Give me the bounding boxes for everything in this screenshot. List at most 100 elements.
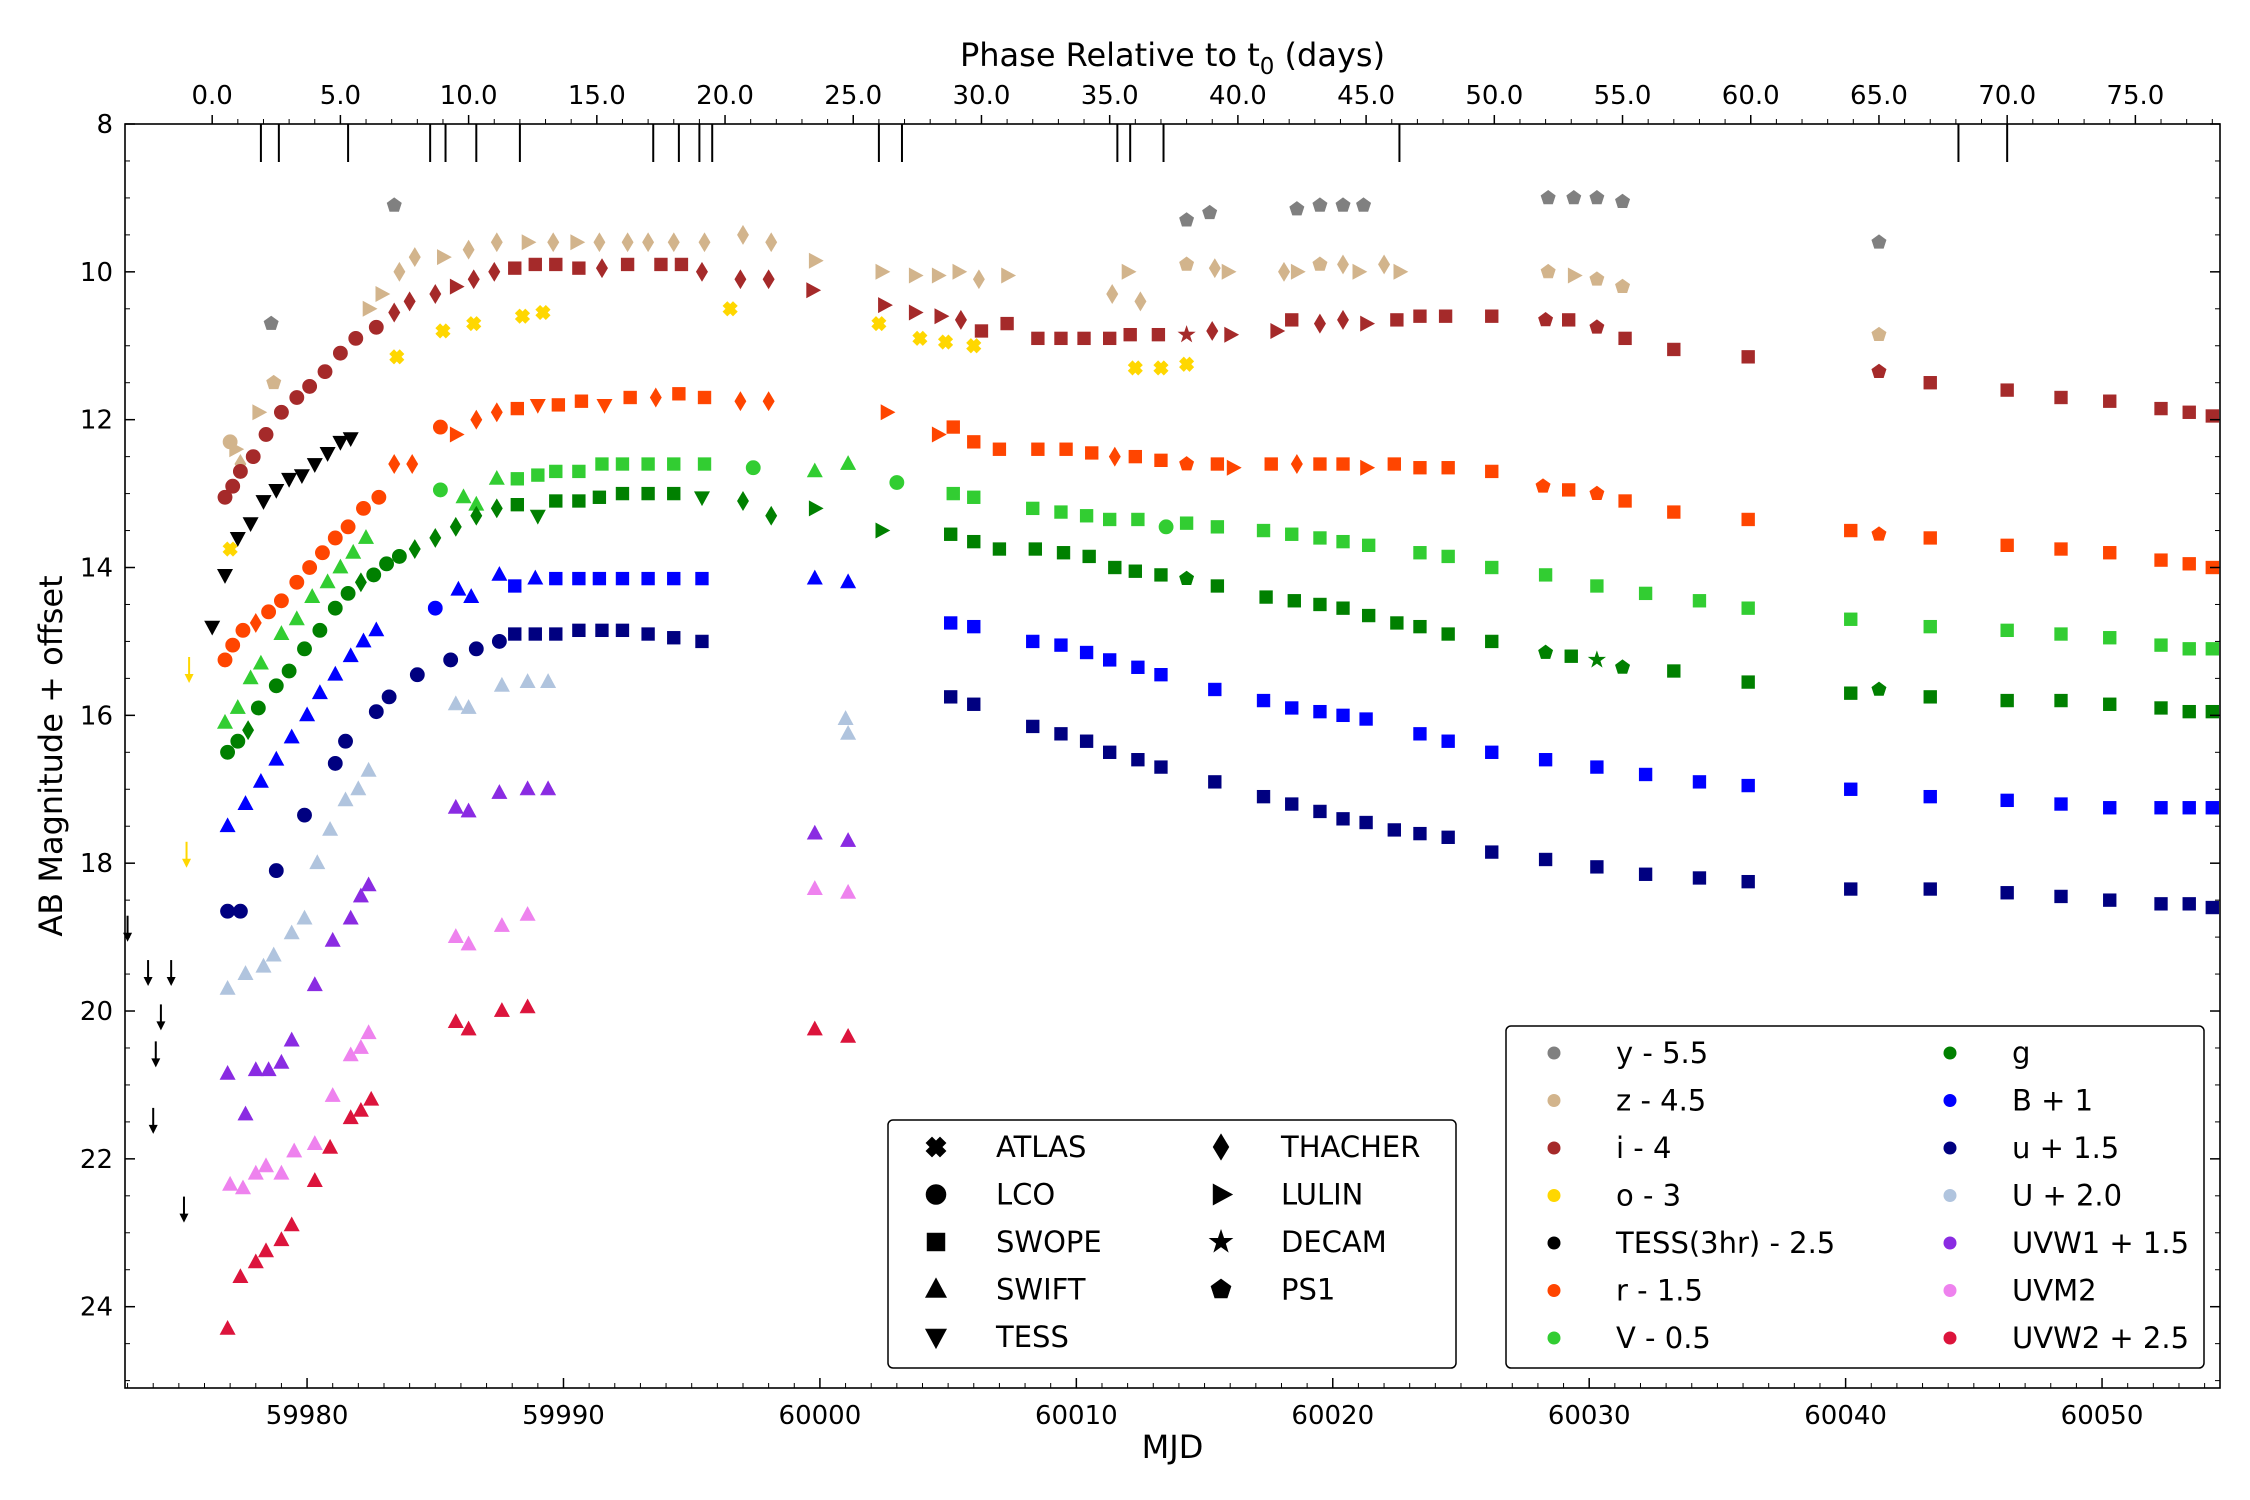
data-point-r-1-5 [1923, 531, 1937, 545]
data-point-r-1-5 [574, 394, 589, 408]
data-point-r-1-5 [2054, 542, 2068, 556]
data-point-o-3 [514, 308, 531, 324]
data-point-g [1154, 568, 1168, 582]
data-point-uvm2 [286, 1142, 303, 1158]
data-point-g [490, 498, 503, 519]
marker-legend-box [887, 1119, 1457, 1369]
data-point-o-3 [1153, 360, 1169, 376]
data-point-g [1028, 542, 1042, 556]
data-point-g [572, 494, 586, 508]
data-point-r-1-5 [880, 404, 896, 421]
data-point-v-0-5 [1538, 568, 1553, 582]
data-point-r-1-5 [1313, 457, 1327, 471]
data-point-g [1210, 579, 1225, 593]
data-point-r-1-5 [623, 390, 637, 405]
data-point-v-0-5 [273, 625, 290, 641]
data-point-u-1-5 [327, 755, 343, 771]
top-tick-label: 15.0 [568, 81, 626, 111]
data-point-i-4 [2054, 390, 2068, 405]
marker-legend-entry-tess: TESS [924, 1320, 1069, 1354]
data-point-i-4 [878, 297, 893, 314]
data-point-tess-3hr-2-5 [255, 495, 272, 510]
data-point-i-4 [1054, 331, 1068, 346]
data-point-u-2-0 [237, 965, 254, 981]
data-point-g [1108, 560, 1122, 575]
data-point-g [1871, 681, 1887, 696]
data-point-uvw1-1-5 [342, 909, 359, 925]
series-u-1-5 [220, 623, 2219, 919]
data-point-i-4 [1123, 327, 1137, 342]
data-point-i-4 [232, 463, 248, 479]
data-point-v-0-5 [1741, 601, 1755, 615]
band-legend-entry-b-1: B + 1 [1943, 1084, 2093, 1118]
data-point-r-1-5 [1485, 464, 1499, 479]
data-point-u-1-5 [1285, 797, 1299, 811]
data-point-r-1-5 [1844, 523, 1858, 538]
data-point-g [808, 500, 824, 517]
data-point-r-1-5 [1179, 456, 1195, 471]
marker-legend-entry-lco: LCO [925, 1178, 1055, 1212]
series-o-3 [222, 301, 1195, 557]
data-point-b-1 [355, 632, 372, 648]
data-point-i-4 [2154, 401, 2168, 416]
data-point-g [1056, 546, 1071, 560]
data-point-u-1-5 [2205, 900, 2219, 915]
data-point-v-0-5 [432, 482, 448, 498]
band-legend-entry-uvm2: UVM2 [1943, 1274, 2097, 1308]
data-point-i-4 [1103, 331, 1117, 346]
data-point-uvw1-1-5 [237, 1105, 254, 1121]
band-legend-label: u + 1.5 [2012, 1131, 2119, 1165]
data-point-tess-3hr-2-5 [319, 446, 336, 462]
data-point-b-1 [1336, 708, 1350, 723]
data-point-g [230, 733, 246, 749]
upper-limit-head [148, 1124, 158, 1134]
data-point-g [529, 509, 546, 525]
data-point-v-0-5 [488, 469, 505, 485]
data-point-v-0-5 [1026, 501, 1040, 516]
series-tess-3hr-2-5 [204, 432, 359, 636]
x-tick-label: 60050 [2061, 1401, 2144, 1431]
data-point-b-1 [1154, 668, 1168, 682]
data-point-r-1-5 [1589, 485, 1605, 501]
data-point-i-4 [908, 304, 924, 321]
data-point-u-1-5 [1336, 812, 1350, 826]
data-point-tess-3hr-2-5 [342, 432, 359, 448]
data-point-b-1 [1485, 745, 1499, 759]
data-point-b-1 [508, 579, 522, 593]
data-point-u-1-5 [232, 903, 248, 919]
data-point-y-5-5 [1312, 197, 1328, 212]
data-point-r-1-5 [967, 435, 981, 449]
data-point-i-4 [1360, 315, 1376, 332]
data-point-v-0-5 [1256, 523, 1271, 538]
band-legend-entry-r-1-5: r - 1.5 [1547, 1274, 1703, 1308]
band-legend-label: U + 2.0 [2012, 1179, 2122, 1213]
data-point-i-4 [273, 404, 289, 420]
data-point-g [549, 494, 563, 508]
data-point-uvm2 [519, 906, 536, 921]
data-point-i-4 [1871, 363, 1887, 379]
data-point-v-0-5 [531, 468, 545, 482]
data-point-v-0-5 [745, 460, 761, 476]
data-point-g [967, 534, 981, 549]
data-point-z-4-5 [362, 300, 378, 317]
data-point-uvw2-2-5 [247, 1253, 264, 1269]
data-point-uvm2 [222, 1175, 239, 1191]
legend-band-dot [1547, 1284, 1561, 1297]
upper-limit-head [143, 977, 153, 987]
data-point-g [944, 527, 958, 541]
marker-legend-label: LCO [996, 1178, 1055, 1212]
data-point-v-0-5 [1692, 594, 1707, 608]
data-point-uvw2-2-5 [342, 1109, 359, 1125]
y-tick-label: 14 [80, 554, 113, 584]
data-point-z-4-5 [875, 263, 891, 280]
data-point-i-4 [595, 258, 608, 279]
data-point-z-4-5 [1352, 263, 1368, 280]
data-point-uvw2-2-5 [460, 1020, 477, 1036]
band-legend-entry-uvw1-1-5: UVW1 + 1.5 [1943, 1226, 2189, 1260]
data-point-v-0-5 [455, 488, 472, 504]
data-point-r-1-5 [1128, 449, 1142, 464]
data-point-uvm2 [460, 935, 477, 951]
data-point-v-0-5 [304, 588, 321, 604]
data-point-r-1-5 [1085, 446, 1099, 460]
data-point-z-4-5 [1290, 263, 1306, 280]
